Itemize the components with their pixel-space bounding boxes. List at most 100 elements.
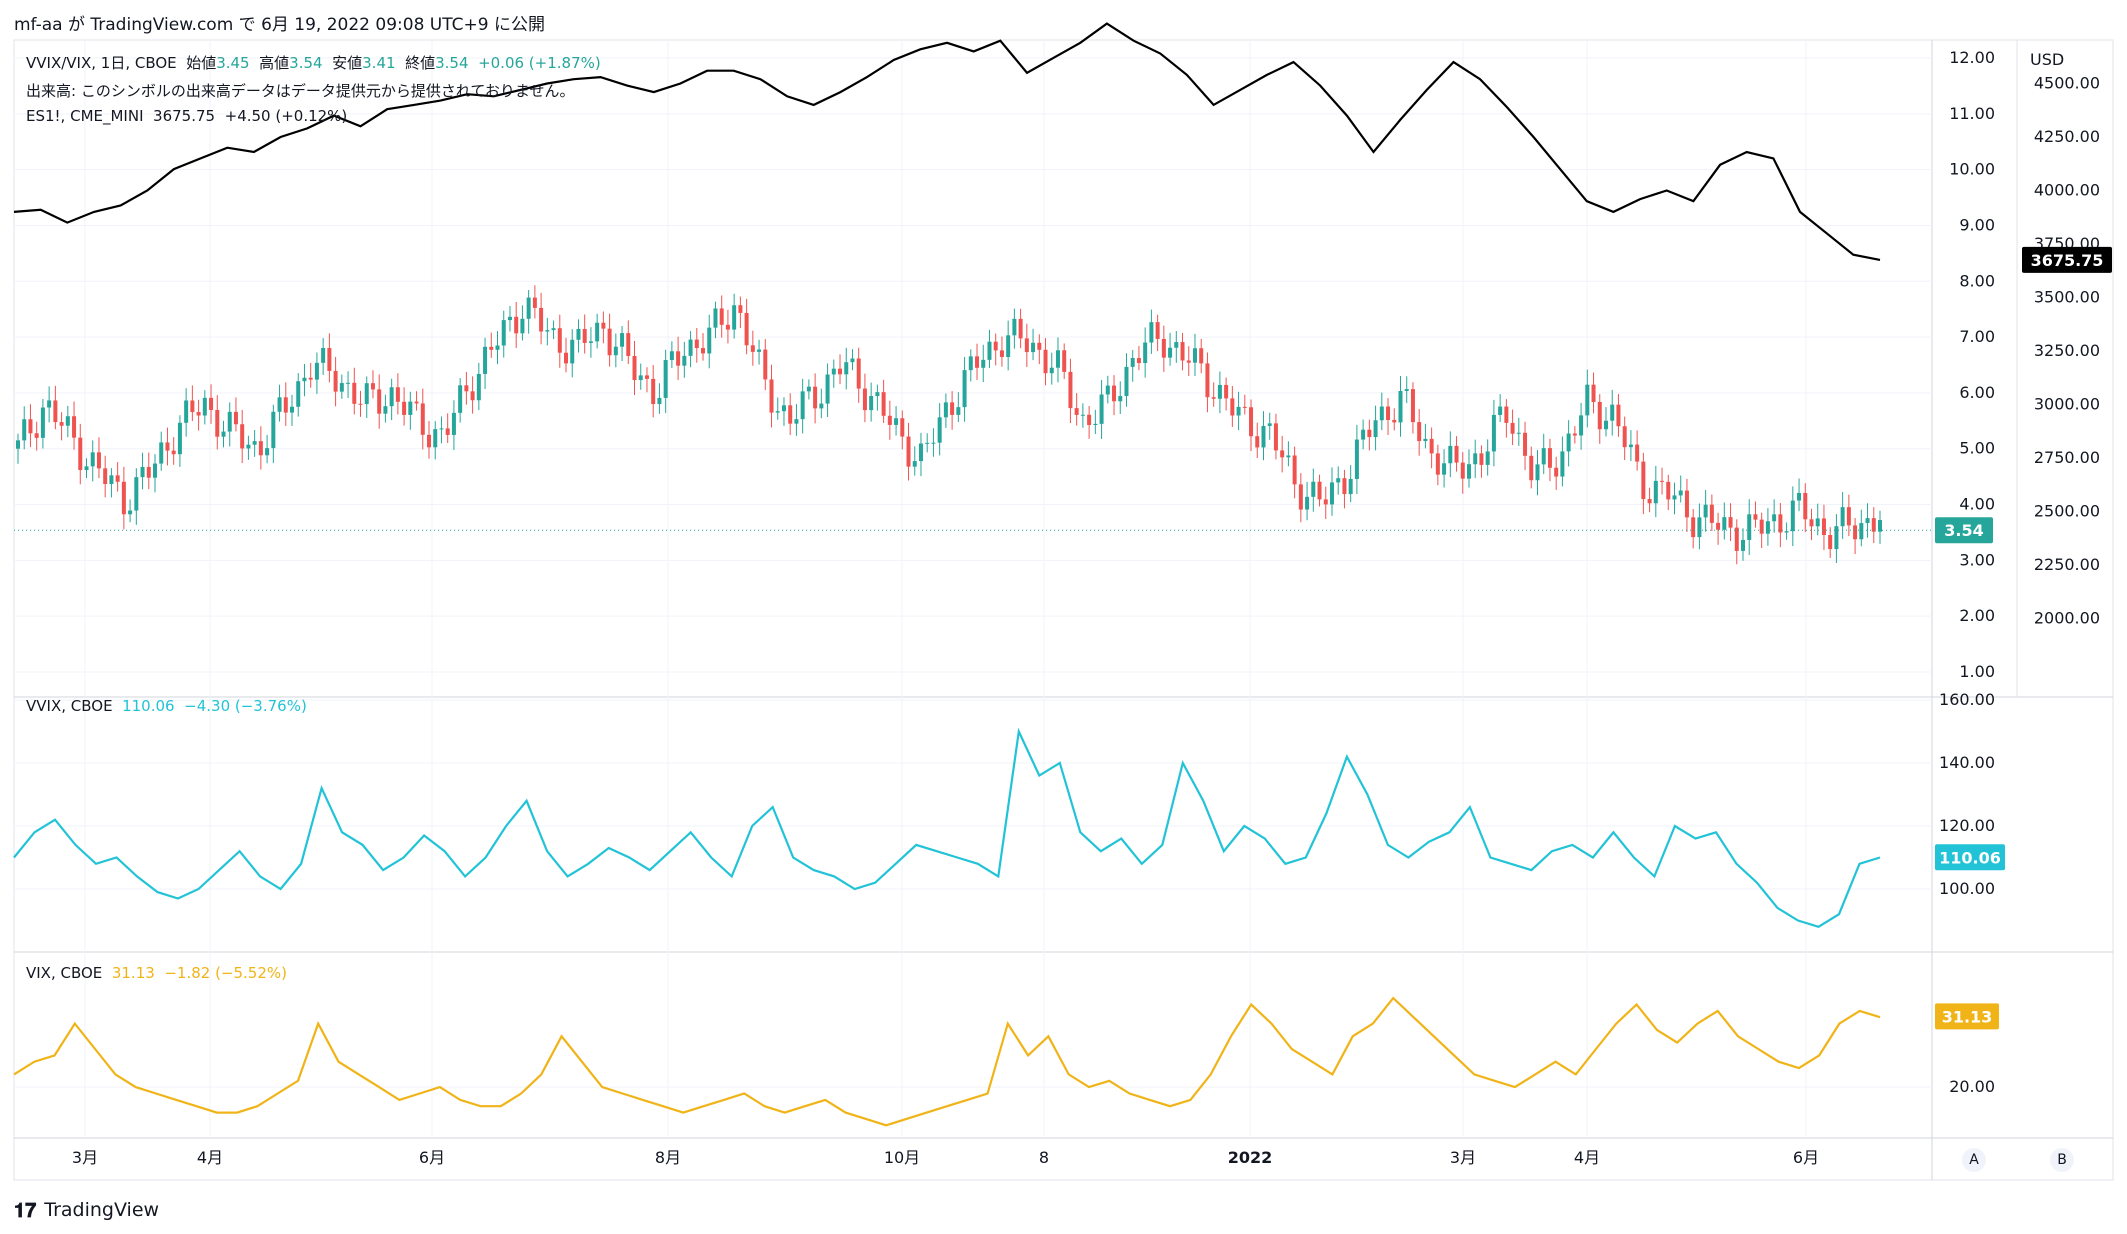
candle-body [1759, 519, 1764, 534]
candle-body [1255, 436, 1260, 448]
candle-body [663, 360, 668, 398]
candle-body [78, 437, 83, 471]
candle-body [999, 350, 1004, 357]
candle-body [501, 320, 506, 346]
candle-body [290, 406, 295, 413]
candle-body [1435, 453, 1440, 475]
candle-body [925, 442, 930, 444]
candle-body [1672, 495, 1677, 500]
candle-body [1012, 318, 1017, 336]
candle-body [601, 322, 606, 329]
candle-body [184, 400, 189, 423]
candle-body [1622, 426, 1627, 448]
candle-body [1361, 429, 1366, 440]
candle-body [1485, 451, 1490, 465]
vvix-path [13, 727, 1881, 928]
candle-body [1790, 500, 1795, 532]
candle-body [775, 411, 780, 413]
vix-value: 31.13 [111, 964, 155, 982]
candle-body [1454, 445, 1459, 463]
vvix-price-badge: 110.06 [1939, 848, 2001, 867]
candle-body [987, 341, 992, 360]
candle-body [750, 345, 755, 352]
candle-body [620, 333, 625, 347]
x-tick-4: 10月 [884, 1148, 920, 1167]
candle-body [439, 428, 444, 430]
candle-body [1703, 504, 1708, 518]
candle-body [1653, 480, 1658, 504]
candle-body [1136, 358, 1141, 364]
candle-body [1684, 490, 1689, 518]
y-tick-main-6: 6.00 [1959, 383, 1995, 402]
vvix-vix-candles [14, 285, 1932, 565]
candle-body [657, 397, 662, 405]
candle-body [838, 368, 843, 375]
vix-symbol: VIX, CBOE [26, 964, 103, 982]
overlay-change: +4.50 (+0.12%) [224, 107, 348, 125]
candle-body [800, 391, 805, 420]
candle-body [1722, 517, 1727, 530]
candle-body [1105, 385, 1110, 395]
candle-body [90, 452, 95, 467]
candle-body [1566, 433, 1571, 452]
grid-lines [14, 40, 1932, 1138]
b-button[interactable]: B [2050, 1148, 2074, 1172]
candle-body [1585, 384, 1590, 416]
candle-body [626, 333, 631, 356]
candle-body [121, 481, 126, 515]
candle-body [1386, 406, 1391, 420]
candle-body [1635, 444, 1640, 462]
candle-body [489, 346, 494, 350]
candle-body [1074, 408, 1079, 415]
candle-body [937, 417, 942, 443]
low-label: 安値 [332, 54, 363, 72]
candle-body [588, 341, 593, 343]
candle-body [1448, 445, 1453, 464]
candle-body [551, 328, 556, 331]
candle-body [1373, 420, 1378, 438]
candle-body [1242, 406, 1247, 408]
candle-body [215, 409, 220, 437]
y-tick-main-3: 9.00 [1959, 215, 1995, 234]
candle-body [445, 428, 450, 435]
candle-body [1068, 371, 1073, 409]
candle-body [613, 346, 618, 356]
main-legend: VVIX/VIX, 1日, CBOE 始値3.45 高値3.54 安値3.41 … [26, 52, 601, 73]
candle-body [476, 373, 481, 401]
candle-body [651, 378, 656, 405]
y2-tick-11: 2000.00 [2034, 609, 2100, 628]
candle-body [1809, 519, 1814, 527]
candle-body [763, 349, 768, 380]
high-label: 高値 [259, 54, 290, 72]
candle-body [308, 377, 313, 380]
candle-body [1217, 384, 1222, 399]
vvix-legend: VVIX, CBOE 110.06 −4.30 (−3.76%) [26, 697, 307, 715]
candle-body [252, 441, 257, 445]
candle-body [1765, 521, 1770, 534]
candle-body [1124, 366, 1129, 397]
y-tick-main-4: 8.00 [1959, 271, 1995, 290]
candle-body [669, 351, 674, 361]
candle-body [1828, 535, 1833, 550]
y-tick-vvix-0: 160.00 [1939, 690, 1995, 709]
candle-body [209, 397, 214, 410]
candle-body [1803, 492, 1808, 520]
candle-body [1292, 455, 1297, 485]
candle-body [769, 379, 774, 413]
candle-body [1547, 448, 1552, 468]
candle-body [1286, 455, 1291, 458]
candle-body [1460, 462, 1465, 479]
auto-scale-button[interactable]: A [1962, 1148, 1986, 1172]
candle-body [1660, 480, 1665, 482]
candle-body [1579, 415, 1584, 436]
candle-body [171, 450, 176, 455]
candle-body [950, 402, 955, 415]
candle-body [414, 401, 419, 404]
candle-body [240, 424, 245, 449]
candle-body [1834, 526, 1839, 550]
candle-body [520, 318, 525, 334]
candle-body [1846, 507, 1851, 526]
candle-body [688, 339, 693, 356]
candle-body [177, 422, 182, 455]
